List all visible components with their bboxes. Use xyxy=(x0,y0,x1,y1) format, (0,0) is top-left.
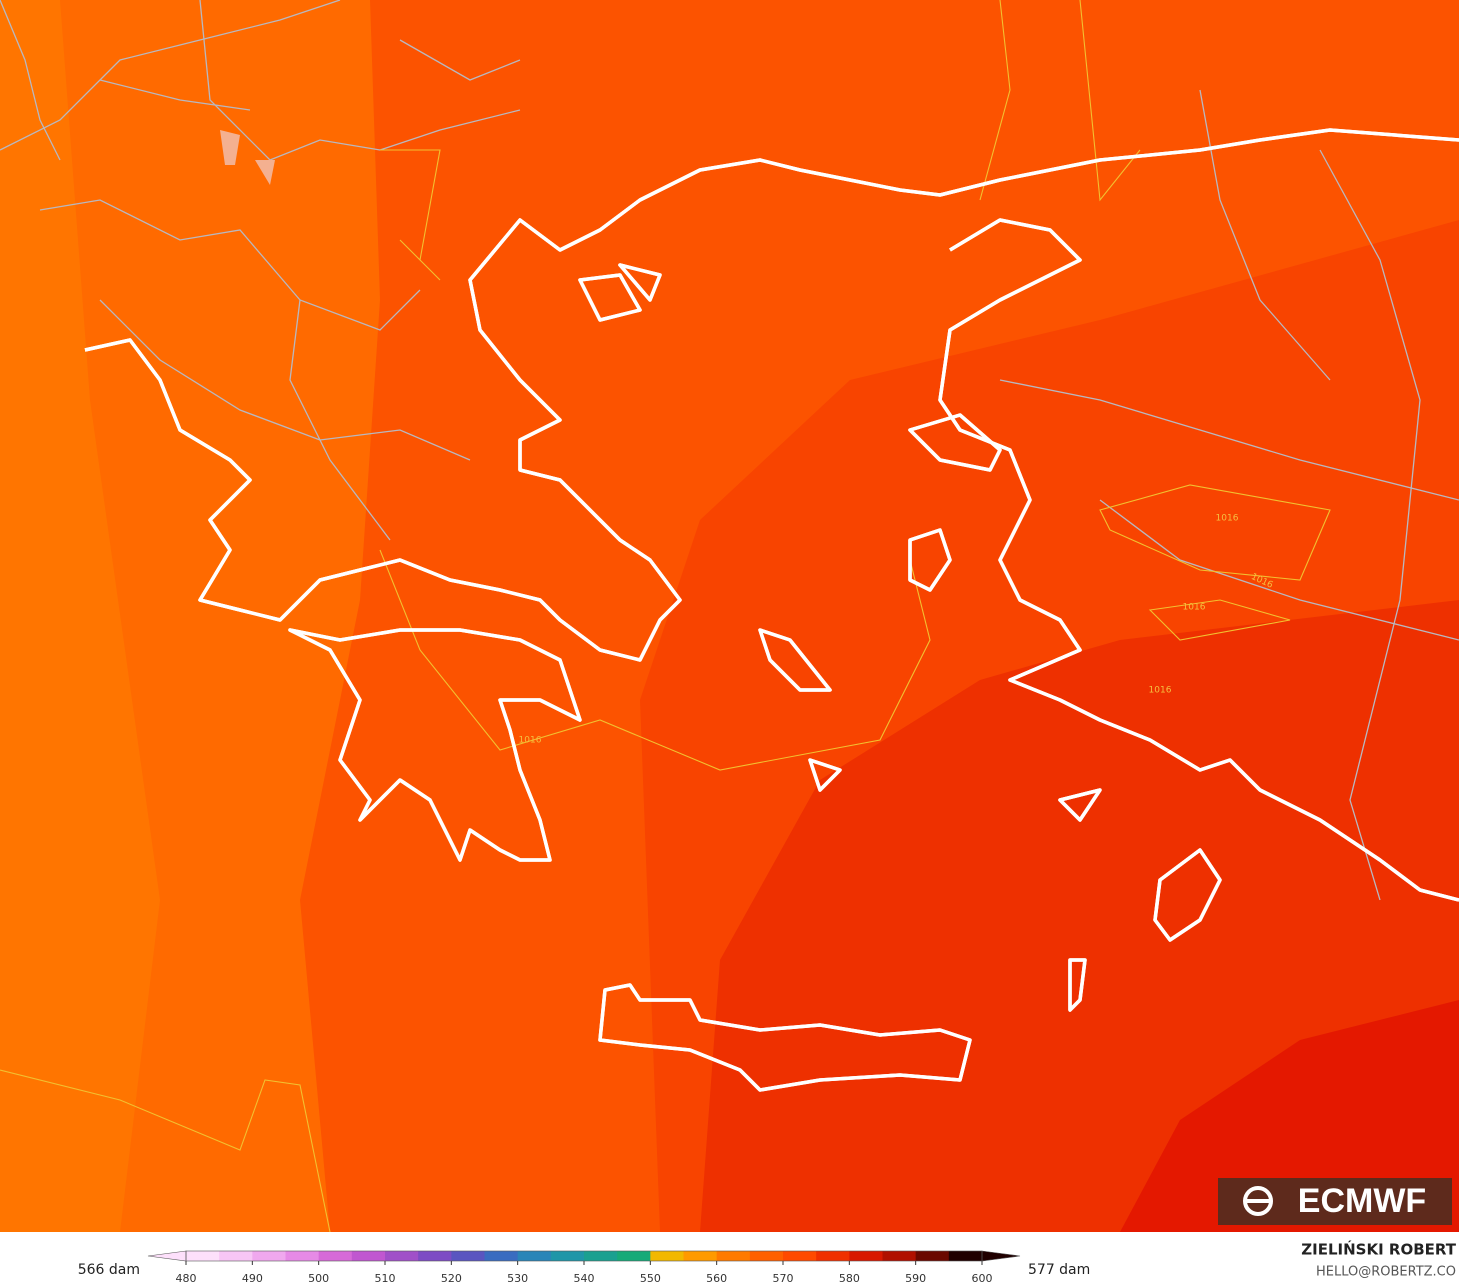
colorbar-segment xyxy=(484,1251,519,1261)
logo-text: ECMWF xyxy=(1298,1182,1426,1220)
colorbar-tick-label: 530 xyxy=(507,1272,528,1285)
colorbar-segment xyxy=(385,1251,419,1261)
max-label: 577 dam xyxy=(1028,1262,1090,1278)
colorbar-segment xyxy=(849,1251,883,1261)
colorbar-segment xyxy=(517,1251,552,1261)
colorbar-segment xyxy=(617,1251,651,1261)
coastlines xyxy=(83,128,1459,1092)
colorbar-segment xyxy=(186,1251,220,1261)
colorbar-segment xyxy=(451,1251,485,1261)
colorbar-segment xyxy=(219,1251,253,1261)
colorbar-tick-label: 560 xyxy=(706,1272,727,1285)
colorbar-segment xyxy=(252,1251,286,1261)
borders xyxy=(0,0,1459,901)
colorbar-segment xyxy=(285,1251,320,1261)
contour-label: 1016 xyxy=(1149,686,1172,696)
colorbar-segment xyxy=(882,1251,917,1261)
colorbar-tick-label: 570 xyxy=(773,1272,794,1285)
colorbar-tick-label: 590 xyxy=(905,1272,926,1285)
colorbar-segment xyxy=(584,1251,618,1261)
contour-label: 1016 xyxy=(519,736,542,746)
colorbar: 566 dam 577 dam 480 490 500 510 520 530 540 550… xyxy=(78,1250,1090,1285)
low-height-area xyxy=(220,130,275,185)
contour-label: 1016 xyxy=(1183,603,1206,613)
colorbar-segment xyxy=(783,1251,817,1261)
contact: HELLO@ROBERTZ.CO xyxy=(1316,1265,1456,1280)
isobars xyxy=(0,0,1331,1233)
colorbar-tick-label: 520 xyxy=(441,1272,462,1285)
colorbar-segment xyxy=(351,1251,386,1261)
colorbar-segment xyxy=(948,1251,983,1261)
colorbar-segment xyxy=(749,1251,784,1261)
colorbar-segment xyxy=(418,1251,452,1261)
colorbar-tick-label: 510 xyxy=(375,1272,396,1285)
colorbar-tick-label: 550 xyxy=(640,1272,661,1285)
colorbar-segment xyxy=(650,1251,684,1261)
min-label: 566 dam xyxy=(78,1262,140,1278)
author: ZIELIŃSKI ROBERT xyxy=(1301,1240,1456,1259)
contour-label: 1016 xyxy=(1216,514,1239,524)
colorbar-tick-label: 500 xyxy=(308,1272,329,1285)
colorbar-segment xyxy=(716,1251,751,1261)
colorbar-segment xyxy=(318,1251,353,1261)
colorbar-segment xyxy=(683,1251,718,1261)
height-band xyxy=(0,0,160,1232)
colorbar-tick-label: 490 xyxy=(242,1272,263,1285)
colorbar-tick-label: 480 xyxy=(176,1272,197,1285)
colorbar-extend xyxy=(981,1250,1021,1262)
logo-icon xyxy=(1243,1186,1273,1216)
colorbar-extend xyxy=(147,1250,187,1262)
colorbar-segment xyxy=(550,1251,585,1261)
colorbar-tick-label: 600 xyxy=(972,1272,993,1285)
colorbar-tick-label: 580 xyxy=(839,1272,860,1285)
height-band xyxy=(1120,1000,1459,1232)
colorbar-segment xyxy=(915,1251,950,1261)
colorbar-tick-label: 540 xyxy=(574,1272,595,1285)
colorbar-segment xyxy=(816,1251,850,1261)
